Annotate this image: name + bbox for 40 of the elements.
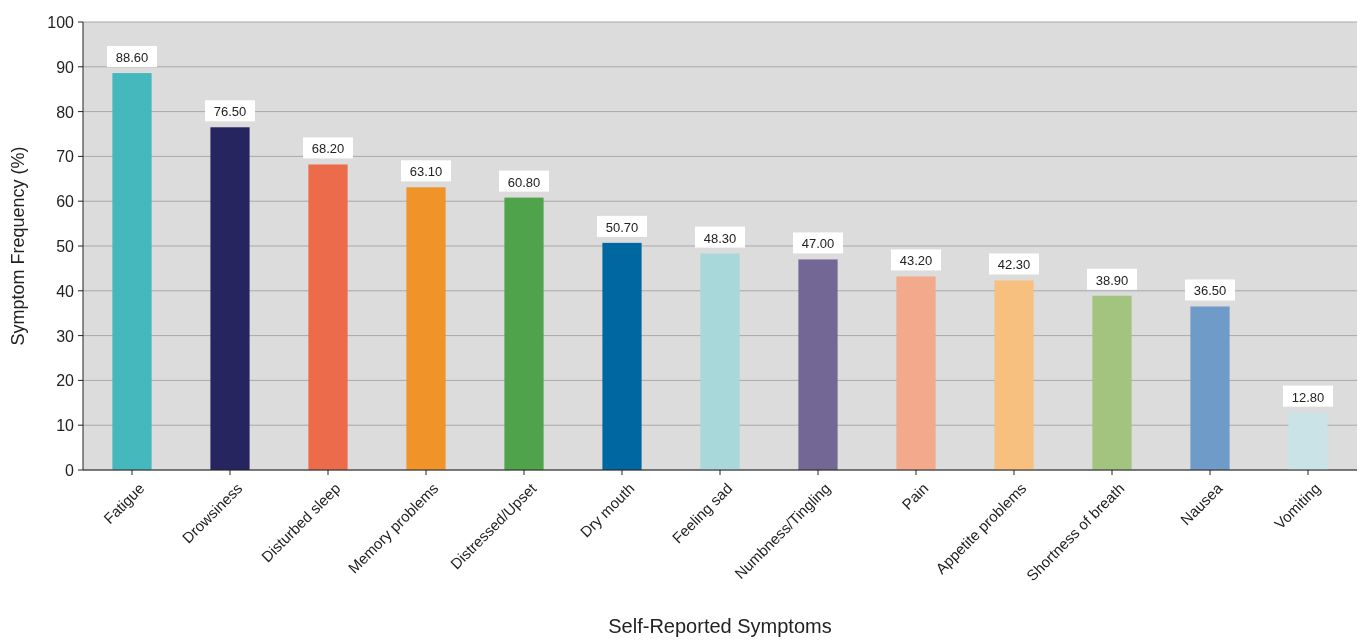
bar: [210, 127, 250, 470]
data-label: 43.20: [899, 253, 933, 269]
bar: [406, 187, 446, 470]
bar: [504, 197, 544, 470]
data-label: 38.90: [1095, 272, 1129, 288]
bar: [896, 276, 936, 470]
data-label: 88.60: [115, 50, 149, 66]
y-tick-label: 90: [56, 58, 75, 76]
y-tick-label: 10: [56, 417, 75, 435]
data-label: 47.00: [801, 236, 835, 252]
bar: [1288, 412, 1328, 470]
y-tick-label: 40: [56, 282, 75, 300]
bar: [1092, 295, 1132, 470]
y-axis-title: Symptom Frequency (%): [8, 146, 28, 346]
data-label: 42.30: [997, 257, 1031, 273]
y-tick-label: 30: [56, 327, 75, 345]
x-axis-title: Self-Reported Symptoms: [608, 615, 832, 637]
y-tick-label: 0: [65, 462, 75, 479]
bar: [994, 280, 1034, 470]
bar: [308, 164, 348, 470]
data-label: 50.70: [605, 219, 639, 235]
data-label: 48.30: [703, 230, 737, 246]
bar: [112, 73, 152, 470]
x-tick-label: Pain: [898, 479, 932, 513]
bar: [602, 242, 642, 470]
bar: [798, 259, 838, 470]
y-tick-label: 100: [47, 14, 75, 31]
data-label: 76.50: [213, 104, 247, 120]
y-tick-label: 20: [56, 372, 75, 390]
data-label: 60.80: [507, 174, 541, 190]
data-label: 63.10: [409, 164, 443, 180]
y-tick-label: 60: [56, 193, 75, 211]
y-tick-label: 80: [56, 103, 75, 121]
bar: [700, 253, 740, 470]
y-tick-label: 50: [56, 238, 75, 255]
bar: [1190, 306, 1230, 470]
y-tick-label: 70: [56, 148, 75, 166]
data-label: 12.80: [1291, 389, 1325, 405]
data-label: 68.20: [311, 141, 345, 157]
data-label: 36.50: [1193, 283, 1227, 299]
